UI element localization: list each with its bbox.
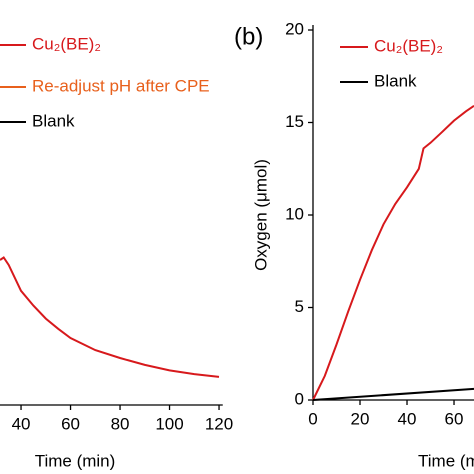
x-tick-label: 40 <box>398 409 417 428</box>
x-tick-label: 80 <box>111 414 130 433</box>
data-line <box>312 387 474 401</box>
data-line <box>0 256 220 378</box>
x-tick-label: 0 <box>308 409 317 428</box>
y-axis-label: Oxygen (μmol) <box>251 159 270 271</box>
panel-label: (b) <box>234 23 263 50</box>
x-axis-label: Time (min) <box>418 451 474 470</box>
legend-label: Blank <box>374 71 417 90</box>
y-tick-label: 20 <box>285 19 304 38</box>
y-tick-label: 5 <box>295 297 304 316</box>
legend-label: Cu₂(BE)₂ <box>32 34 101 53</box>
y-tick-label: 0 <box>295 389 304 408</box>
x-tick-label: 60 <box>445 409 464 428</box>
data-line <box>312 104 474 401</box>
x-tick-label: 20 <box>351 409 370 428</box>
y-tick-label: 10 <box>285 204 304 223</box>
y-tick-label: 15 <box>285 112 304 131</box>
x-axis-label: Time (min) <box>35 451 116 470</box>
x-tick-label: 100 <box>155 414 183 433</box>
legend-label: Re-adjust pH after CPE <box>32 76 210 95</box>
x-tick-label: 40 <box>12 414 31 433</box>
legend-label: Cu₂(BE)₂ <box>374 36 443 55</box>
x-tick-label: 60 <box>61 414 80 433</box>
x-tick-label: 120 <box>205 414 233 433</box>
legend-label: Blank <box>32 111 75 130</box>
